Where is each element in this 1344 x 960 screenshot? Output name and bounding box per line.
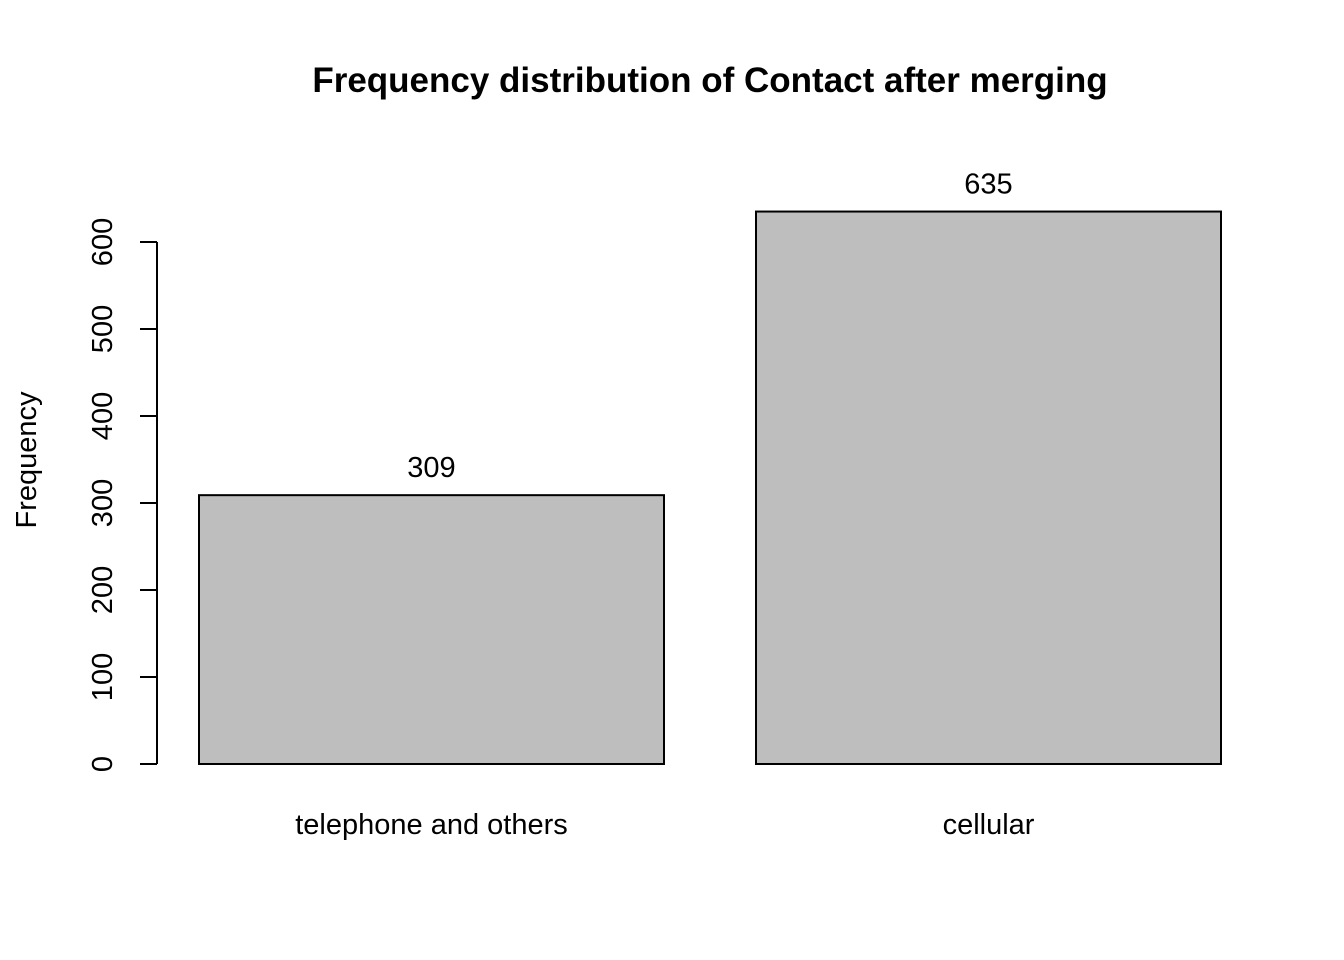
y-tick-label: 500 xyxy=(87,305,119,353)
y-axis-ticks: 0 100 200 300 400 500 600 xyxy=(87,218,157,772)
bar xyxy=(755,210,1222,766)
bar-value-label: 635 xyxy=(964,169,1012,201)
y-tick-label: 200 xyxy=(87,566,119,614)
y-axis-label: Frequency xyxy=(11,391,43,529)
category-label: telephone and others xyxy=(295,809,568,841)
y-tick-label: 0 xyxy=(87,756,119,772)
bar-value-label: 309 xyxy=(407,452,455,484)
category-label: cellular xyxy=(943,809,1035,841)
bars-group: 309 telephone and others 635 cellular xyxy=(198,169,1222,841)
y-tick-label: 400 xyxy=(87,392,119,440)
y-tick-label: 300 xyxy=(87,479,119,527)
chart-title: Frequency distribution of Contact after … xyxy=(312,61,1107,100)
bar xyxy=(198,494,665,765)
y-tick-label: 100 xyxy=(87,653,119,701)
y-tick-label: 600 xyxy=(87,218,119,266)
